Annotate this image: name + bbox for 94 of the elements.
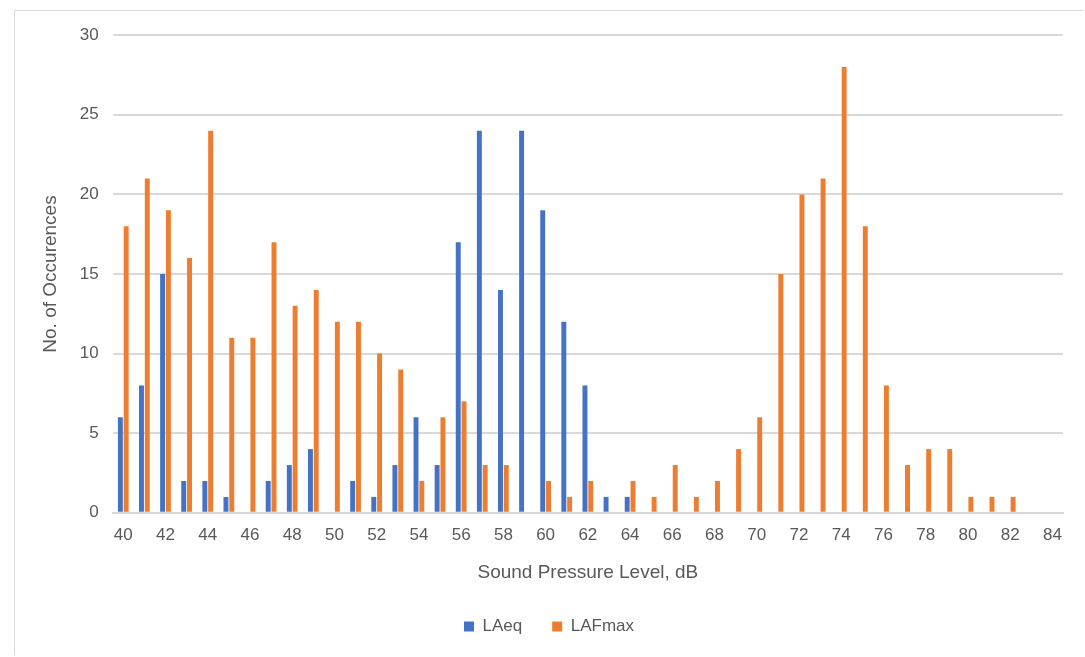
bar <box>350 480 356 512</box>
bar <box>202 480 208 512</box>
bar <box>377 353 383 512</box>
bar <box>567 496 573 512</box>
bar <box>947 449 953 512</box>
bar <box>757 417 763 512</box>
y-tick-label: 20 <box>79 184 99 204</box>
bar <box>139 385 144 512</box>
x-tick-label: 44 <box>198 524 218 544</box>
bar <box>624 496 630 512</box>
x-tick-label: 56 <box>451 524 471 544</box>
bar <box>693 496 699 512</box>
y-axis-title: No. of Occurences <box>38 195 60 353</box>
bar <box>561 321 567 512</box>
bar <box>540 210 546 512</box>
bar <box>286 465 292 512</box>
bar <box>292 305 298 512</box>
legend-label: LAFmax <box>570 616 635 636</box>
bar <box>820 178 826 512</box>
x-tick-label: 74 <box>831 524 851 544</box>
bar <box>1010 496 1016 512</box>
bar <box>588 480 594 512</box>
x-tick-label: 76 <box>874 524 893 544</box>
bar <box>736 449 742 512</box>
bar <box>926 449 932 512</box>
x-tick-label: 72 <box>789 524 809 544</box>
bar <box>778 274 784 512</box>
bar <box>250 337 256 512</box>
x-tick-label: 40 <box>113 524 133 544</box>
bar <box>455 242 461 512</box>
x-tick-label: 84 <box>1042 524 1062 544</box>
bar <box>582 385 588 512</box>
bar <box>651 496 657 512</box>
bar <box>144 178 150 512</box>
bar <box>905 465 910 512</box>
bar <box>313 289 319 512</box>
bar <box>498 289 503 512</box>
bar <box>461 401 467 512</box>
x-tick-label: 70 <box>747 524 767 544</box>
bar <box>434 465 440 512</box>
bar <box>371 496 377 512</box>
bar <box>672 465 678 512</box>
bar <box>223 496 229 512</box>
bar <box>265 480 271 512</box>
bar <box>208 130 214 512</box>
legend-label: LAeq <box>482 616 523 636</box>
bar <box>715 480 720 512</box>
bar <box>440 417 446 512</box>
bar <box>476 130 482 512</box>
bar <box>165 210 171 512</box>
x-tick-label: 42 <box>156 524 175 544</box>
bar <box>799 194 805 512</box>
x-tick-label: 58 <box>493 524 513 544</box>
bar <box>862 226 868 512</box>
x-tick-label: 46 <box>240 524 260 544</box>
bar <box>356 321 361 512</box>
bar <box>883 385 889 512</box>
bar <box>519 130 525 512</box>
x-tick-label: 78 <box>916 524 936 544</box>
x-tick-label: 82 <box>1000 524 1020 544</box>
y-tick-label: 0 <box>89 502 99 522</box>
bar <box>503 465 509 512</box>
y-tick-label: 30 <box>79 24 99 44</box>
bar <box>160 274 166 512</box>
y-tick-label: 15 <box>79 263 99 283</box>
bar <box>419 480 425 512</box>
x-axis-title: Sound Pressure Level, dB <box>477 560 699 582</box>
bar <box>398 369 404 512</box>
x-tick-label: 68 <box>705 524 725 544</box>
bar <box>117 417 123 512</box>
x-tick-label: 80 <box>958 524 978 544</box>
bar <box>392 465 398 512</box>
x-tick-label: 50 <box>324 524 344 544</box>
bar <box>546 480 551 512</box>
x-tick-label: 52 <box>367 524 387 544</box>
x-tick-label: 64 <box>620 524 640 544</box>
bar <box>187 258 192 512</box>
y-tick-label: 10 <box>79 343 99 363</box>
x-tick-label: 54 <box>409 524 429 544</box>
x-tick-label: 60 <box>536 524 556 544</box>
x-tick-label: 62 <box>578 524 598 544</box>
bar <box>307 449 313 512</box>
bar <box>181 480 187 512</box>
y-tick-label: 25 <box>79 104 99 124</box>
bar <box>482 465 488 512</box>
bar <box>334 321 340 512</box>
x-tick-label: 48 <box>282 524 302 544</box>
bar <box>603 496 609 512</box>
bar <box>841 67 847 512</box>
bar <box>229 337 235 512</box>
y-tick-label: 5 <box>89 422 99 442</box>
bar <box>968 496 974 512</box>
x-tick-label: 66 <box>662 524 682 544</box>
bar <box>123 226 129 512</box>
